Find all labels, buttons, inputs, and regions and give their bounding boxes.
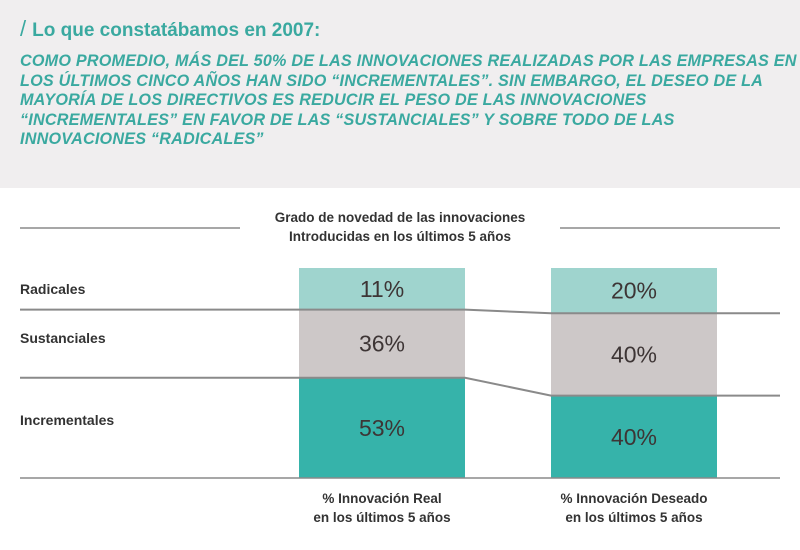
chart-title-line2: Introducidas en los últimos 5 años	[288, 229, 512, 244]
x-label-deseado-2: en los últimos 5 años	[565, 510, 703, 525]
chart-title-line1: Grado de novedad de las innovaciones	[274, 210, 526, 225]
x-label-deseado: % Innovación Deseado en los últimos 5 añ…	[524, 489, 744, 527]
data-label: 40%	[611, 341, 657, 367]
x-label-real: % Innovación Real en los últimos 5 años	[272, 489, 492, 527]
connector-line	[20, 308, 780, 315]
x-label-real-2: en los últimos 5 años	[313, 510, 451, 525]
data-label: 36%	[359, 331, 405, 357]
header-panel: / Lo que constatábamos en 2007: COMO PROM…	[0, 0, 800, 188]
bar-incrementales-1	[551, 395, 717, 478]
legend-incrementales: Incrementales	[20, 412, 115, 428]
data-label: 53%	[359, 415, 405, 441]
bar-radicales-0	[299, 268, 465, 310]
chart-title: Grado de novedad de las innovaciones Int…	[240, 208, 560, 246]
x-label-real-1: % Innovación Real	[322, 491, 442, 506]
header-title-text: Lo que constatábamos en 2007:	[32, 20, 321, 41]
bar-sustanciales-1	[551, 313, 717, 396]
bar-incrementales-0	[299, 377, 465, 478]
connector-line	[20, 376, 780, 397]
header-title: / Lo que constatábamos en 2007:	[20, 16, 321, 41]
x-label-deseado-1: % Innovación Deseado	[560, 491, 708, 506]
legend-radicales: Radicales	[20, 281, 86, 297]
bar-radicales-1	[551, 268, 717, 314]
data-label: 20%	[611, 278, 657, 304]
bar-sustanciales-0	[299, 309, 465, 378]
data-label: 11%	[360, 276, 404, 302]
legend-sustanciales: Sustanciales	[20, 330, 106, 346]
header-body: COMO PROMEDIO, MÁS DEL 50% DE LAS INNOVA…	[20, 52, 797, 148]
data-label: 40%	[611, 424, 657, 450]
